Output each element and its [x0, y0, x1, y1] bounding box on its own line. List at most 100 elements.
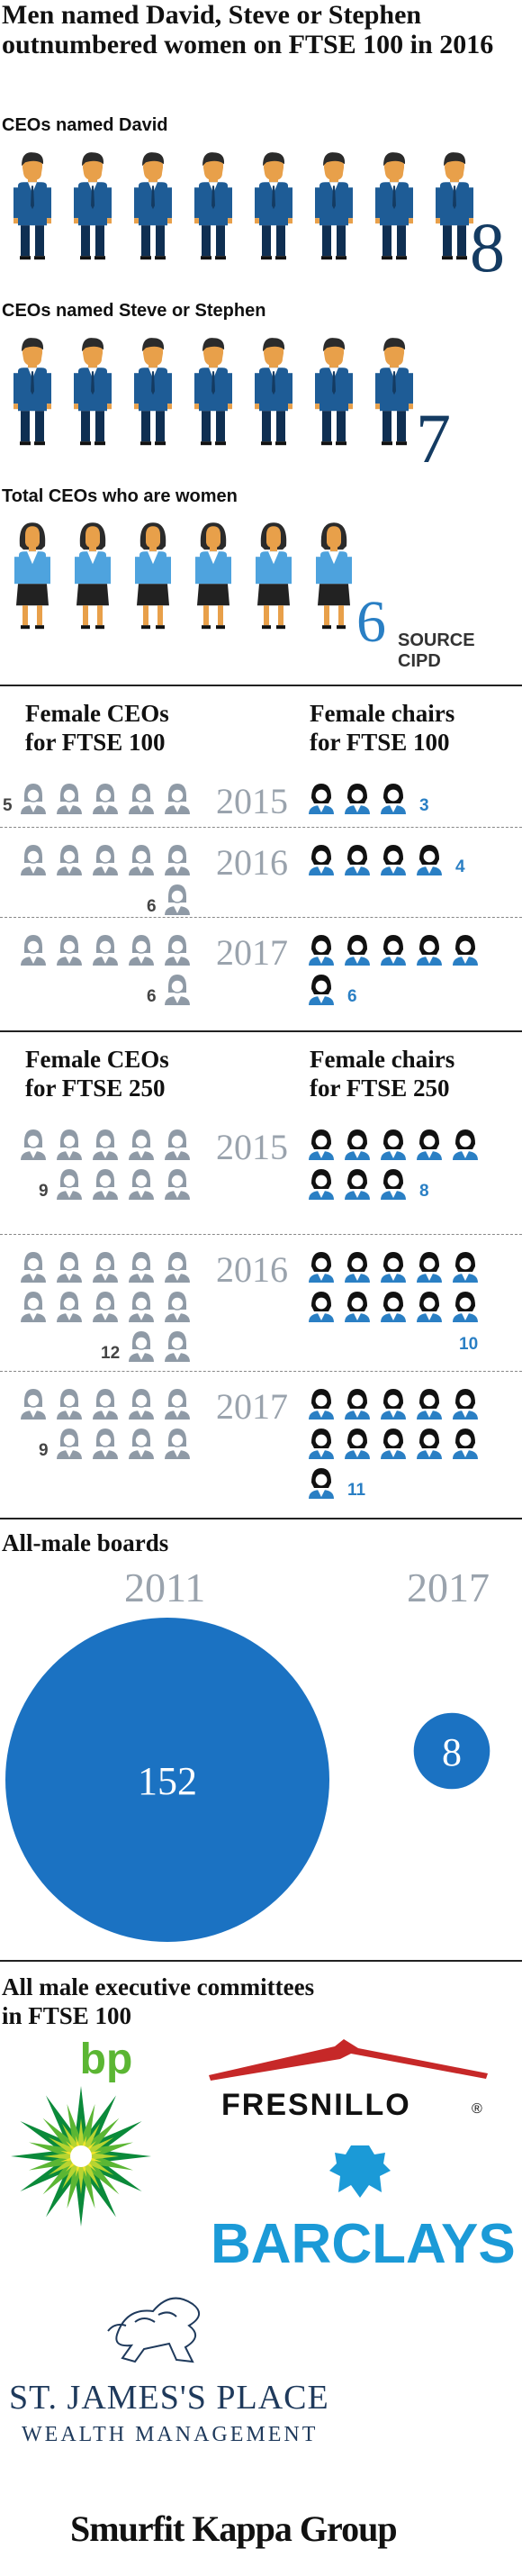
ftse250-chair-icon — [344, 1428, 371, 1460]
ftse100-chair-icon — [308, 934, 335, 966]
bubble-2017-label: 8 — [442, 1730, 462, 1774]
divider-4 — [0, 1960, 522, 1962]
ftse100-year-label: 2017 — [216, 932, 288, 973]
ftse250-ceo-icon — [128, 1330, 155, 1363]
ftse250-chair-icon — [308, 1291, 335, 1323]
ftse250-ceo-icon — [56, 1291, 83, 1323]
ftse250-ceo-icon — [56, 1251, 83, 1283]
source-label: SOURCE CIPD — [398, 630, 475, 671]
ftse250-ceo-icon — [92, 1388, 119, 1420]
david-figure — [255, 152, 292, 260]
boards-heading: All-male boards — [2, 1529, 169, 1556]
boards-year-2011: 2011 — [124, 1565, 206, 1610]
ftse250-ceo-icon — [92, 1291, 119, 1323]
ftse250-chair-icon — [452, 1251, 479, 1283]
ftse250-ceo-count: 9 — [39, 1182, 49, 1201]
boards-bubble-chart: 152 8 — [5, 1618, 490, 1942]
committees-heading-line1: All male executive committees — [2, 1973, 315, 2000]
ftse100-ceo-icon — [20, 934, 47, 966]
ftse100-ceo-icon — [164, 844, 191, 876]
woman-figure — [316, 522, 352, 630]
ftse100-chair-icon — [308, 783, 335, 815]
ftse250-chair-icon — [452, 1291, 479, 1323]
value-david: 8 — [470, 208, 505, 286]
ftse100-ceo-heading-line2: for FTSE 100 — [25, 729, 166, 756]
ftse100-chair-icon — [308, 974, 335, 1006]
ftse100-ceo-count: 6 — [147, 987, 157, 1006]
ftse250-ceo-icon — [128, 1428, 155, 1460]
ftse250-year-divider — [0, 1371, 522, 1372]
ftse100-chair-icon — [344, 844, 371, 876]
ftse100-chair-icon — [416, 844, 443, 876]
ftse250-chair-icon — [344, 1388, 371, 1420]
woman-figure — [135, 522, 171, 630]
bp-logo: bp — [11, 2037, 151, 2227]
ftse250-ceo-icon — [164, 1428, 191, 1460]
ftse100-chair-icon — [416, 934, 443, 966]
ftse100-ceo-icon — [92, 844, 119, 876]
ftse100-ceo-icon — [92, 934, 119, 966]
ftse100-year-divider — [0, 917, 522, 918]
bp-sun-core — [70, 2145, 92, 2167]
ftse250-chair-icon — [344, 1251, 371, 1283]
ftse100-year-label: 2015 — [216, 781, 288, 821]
fresnillo-wordmark: FRESNILLO — [221, 2088, 411, 2122]
ftse250-chair-icon — [452, 1428, 479, 1460]
ftse100-chair-count: 4 — [455, 857, 465, 876]
ftse100-ceo-icon — [128, 934, 155, 966]
steve-figure — [74, 338, 112, 446]
ftse250-chair-icon — [380, 1168, 407, 1201]
david-figure — [315, 152, 353, 260]
ftse250-chair-icon — [308, 1467, 335, 1500]
steve-figure — [194, 338, 232, 446]
ftse250-ceo-icon — [56, 1388, 83, 1420]
ftse250-chair-heading-line2: for FTSE 250 — [310, 1075, 450, 1102]
value-steve: 7 — [416, 399, 451, 477]
woman-figure — [195, 522, 231, 630]
ftse100-ceo-icon — [92, 783, 119, 815]
ftse100-chair-heading-line1: Female chairs — [310, 700, 455, 727]
ftse100-chair-heading-line2: for FTSE 100 — [310, 729, 450, 756]
woman-figure — [14, 522, 50, 630]
ftse250-chair-icon — [380, 1251, 407, 1283]
ftse250-chair-icon — [416, 1388, 443, 1420]
sjp-wordmark-line1: ST. JAMES'S PLACE — [9, 2379, 329, 2417]
ftse250-chair-icon — [452, 1388, 479, 1420]
ftse100-chair-count: 3 — [419, 796, 429, 815]
ftse250-chair-icon — [380, 1388, 407, 1420]
ftse250-ceo-icon — [56, 1428, 83, 1460]
ftse250-chair-icon — [308, 1428, 335, 1460]
ftse100-ceo-icon — [164, 884, 191, 916]
committees-heading: All male executive committees in FTSE 10… — [2, 1973, 314, 2030]
ftse250-ceo-icon — [20, 1129, 47, 1161]
ftse250-ceo-count: 9 — [39, 1441, 49, 1460]
woman-figure — [75, 522, 111, 630]
bubble-2011-label: 152 — [138, 1759, 197, 1803]
david-figure — [74, 152, 112, 260]
ftse100-ceo-icon — [164, 974, 191, 1006]
ftse100-chair-icon — [380, 934, 407, 966]
ftse250-ceo-icon — [92, 1428, 119, 1460]
ftse250-chair-icon — [308, 1388, 335, 1420]
sjp-wordmark-line2: WEALTH MANAGEMENT — [22, 2423, 318, 2446]
ftse100-year-label: 2016 — [216, 842, 288, 883]
fresnillo-logo: FRESNILLO ® — [209, 2039, 488, 2122]
ftse100-chair-heading: Female chairs for FTSE 100 — [310, 699, 454, 757]
ftse250-chair-icon — [380, 1129, 407, 1161]
steve-figure — [255, 338, 292, 446]
ftse250-ceo-icon — [128, 1291, 155, 1323]
boards-year-2017: 2017 — [407, 1565, 490, 1610]
row-label-women: Total CEOs who are women — [2, 486, 238, 506]
sjp-griffin-icon — [107, 2297, 200, 2363]
divider-3 — [0, 1518, 522, 1519]
bubble-2011 — [5, 1618, 329, 1942]
ftse250-ceo-icon — [56, 1168, 83, 1201]
david-figure — [134, 152, 172, 260]
ftse250-ceo-heading-line2: for FTSE 250 — [25, 1075, 166, 1102]
david-figure — [436, 152, 473, 260]
ftse250-ceo-icon — [92, 1129, 119, 1161]
ftse250-ceo-icon — [128, 1129, 155, 1161]
ftse250-chair-icon — [416, 1129, 443, 1161]
ftse250-ceo-icon — [128, 1168, 155, 1201]
woman-figure — [256, 522, 292, 630]
